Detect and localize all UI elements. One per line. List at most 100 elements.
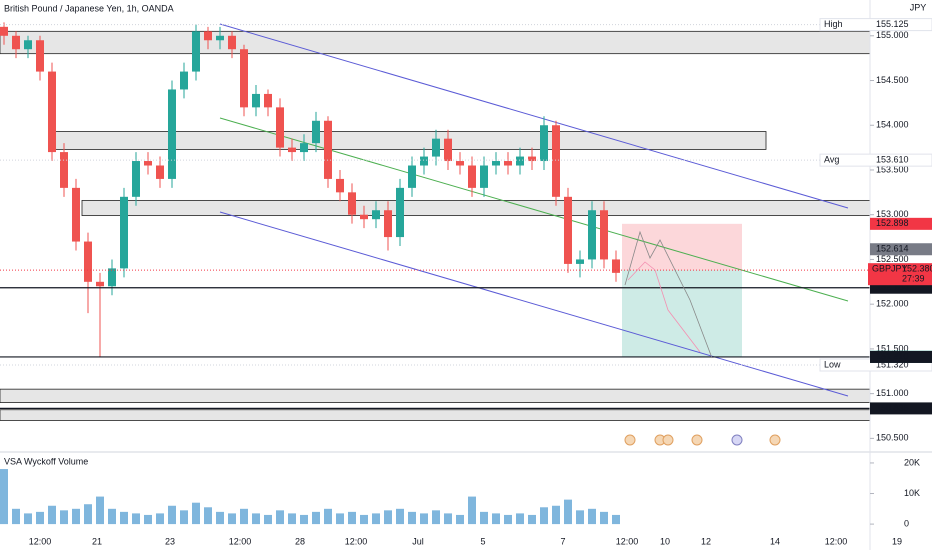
candle-body	[84, 241, 92, 282]
candle-body	[24, 40, 32, 50]
candle-body	[600, 210, 608, 260]
candle-body	[144, 161, 152, 166]
channel-upper	[219, 23, 849, 209]
volume-bar	[540, 507, 548, 525]
candle-body	[492, 161, 500, 166]
candle-body	[372, 210, 380, 220]
x-tick-label: 23	[165, 536, 175, 546]
candle-body	[432, 138, 440, 157]
candle-body	[336, 178, 344, 193]
candle-body	[588, 210, 596, 260]
x-tick-label: 12:00	[229, 536, 252, 546]
price-badge-label: 152.184	[876, 282, 909, 292]
candle-body	[276, 107, 284, 148]
x-tick-label: 14	[770, 536, 780, 546]
y-tick-label: 154.000	[876, 120, 909, 130]
y-tick-label: 151.500	[876, 343, 909, 353]
volume-bar	[288, 513, 296, 525]
stat-value: 151.320	[876, 359, 909, 369]
candle-body	[396, 187, 404, 238]
candle-body	[504, 161, 512, 166]
stat-badge	[819, 153, 932, 167]
candle-body	[192, 31, 200, 72]
candle-body	[576, 259, 584, 264]
candle-body	[300, 143, 308, 153]
volume-bar	[60, 510, 68, 525]
event-icon	[624, 434, 636, 446]
candle-body	[216, 35, 224, 41]
volume-bar	[576, 510, 584, 525]
last-price-name: GBPJPY	[872, 264, 908, 274]
volume-tick-label: 0	[904, 518, 909, 528]
stat-name: Avg	[824, 155, 839, 165]
candle-body	[156, 165, 164, 179]
volume-bar	[492, 513, 500, 525]
candle-body	[132, 161, 140, 197]
candle-body	[408, 165, 416, 188]
volume-bar	[84, 504, 92, 525]
countdown: 27:39	[902, 274, 925, 284]
last-price-label: 152.380	[902, 264, 932, 274]
volume-bar	[0, 469, 8, 525]
volume-bar	[180, 510, 188, 525]
candle-body	[312, 120, 320, 144]
price-badge	[870, 243, 932, 256]
price-axis: 150.500 151.000 151.500 152.000 152.500 153.0…	[29, 18, 932, 546]
volume-bar	[240, 508, 248, 525]
volume-bar	[312, 511, 320, 525]
volume-bar	[144, 514, 152, 525]
zone	[0, 388, 871, 403]
event-icon	[731, 434, 743, 446]
projection	[624, 230, 713, 359]
stat-value: 153.610	[876, 155, 909, 165]
volume-bar	[216, 511, 224, 525]
volume-bar	[408, 511, 416, 525]
volume-bar	[564, 499, 572, 525]
volume-bar	[132, 513, 140, 525]
candle-body	[48, 71, 56, 153]
candle-body	[252, 93, 260, 108]
volume-bar	[24, 513, 32, 525]
projection-path	[624, 230, 713, 359]
volume-bar	[36, 511, 44, 525]
x-tick-label: 19	[892, 536, 902, 546]
last-price-badge	[868, 263, 932, 286]
volume-bar	[204, 507, 212, 525]
projection-path	[627, 261, 701, 353]
event-icon	[769, 434, 781, 446]
volume-bar	[588, 508, 596, 525]
x-tick-label: 12:00	[616, 536, 639, 546]
y-tick-label: 150.500	[876, 433, 909, 443]
volume-bar	[48, 505, 56, 525]
volume-bar	[168, 505, 176, 525]
candle-body	[540, 125, 548, 162]
volume-bar	[120, 511, 128, 525]
candle-body	[228, 35, 236, 50]
stat-badge	[819, 18, 932, 32]
zones	[0, 30, 871, 421]
volume-tick-label: 20K	[904, 457, 920, 467]
candle-body	[360, 214, 368, 220]
candle-body	[468, 165, 476, 188]
channel-lower	[219, 211, 849, 397]
candle-body	[480, 165, 488, 188]
volume-tick-label: 10K	[904, 488, 920, 498]
candle-body	[204, 31, 212, 41]
candle-body	[516, 156, 524, 166]
x-tick-label: 21	[92, 536, 102, 546]
candle-body	[612, 259, 620, 273]
y-tick-label: 152.500	[876, 254, 909, 264]
price-badge-label: 152.614	[876, 244, 909, 254]
plot	[0, 22, 870, 525]
volume-bar	[324, 508, 332, 525]
volume-bar	[228, 513, 236, 525]
price-badge-label: 152.898	[876, 218, 909, 228]
volume-bar	[96, 496, 104, 525]
stat-name: Low	[824, 359, 841, 369]
price-badge	[870, 217, 932, 230]
candle-body	[60, 152, 68, 188]
candle-body	[0, 26, 8, 36]
candle-body	[96, 281, 104, 287]
